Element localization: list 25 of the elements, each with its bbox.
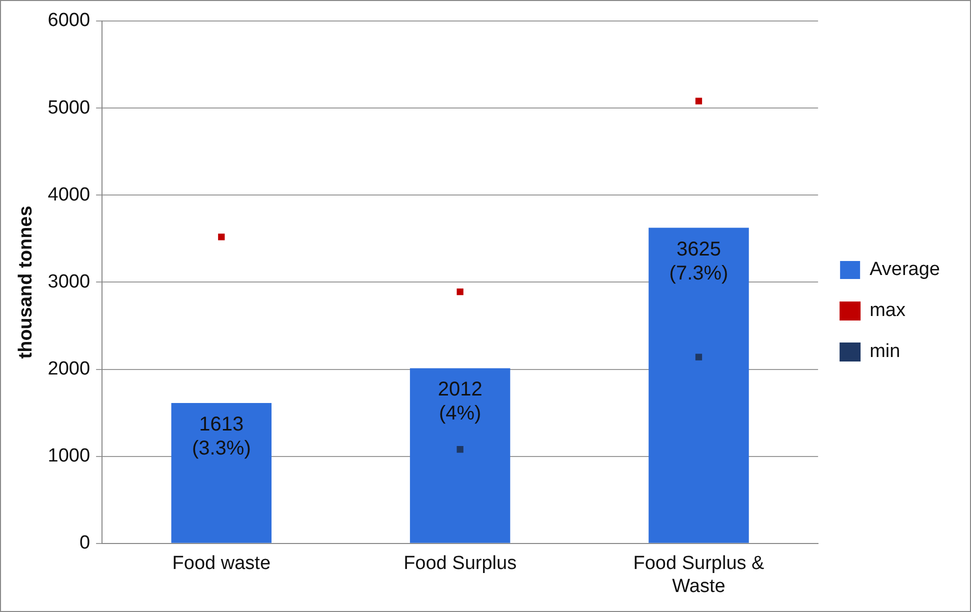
data-label: 1613 (3.3%) xyxy=(192,413,251,460)
data-label: 3625 (7.3%) xyxy=(669,238,728,284)
data-label: 2012 (4%) xyxy=(438,378,482,425)
point xyxy=(456,446,464,453)
y-tick-label: 2000 xyxy=(48,358,90,380)
point xyxy=(695,354,702,360)
x-tick-label: Food waste xyxy=(172,553,271,574)
bar xyxy=(171,402,272,543)
y-tick-label: 6000 xyxy=(48,10,90,32)
point xyxy=(456,288,464,296)
y-tick-label: 0 xyxy=(79,532,90,554)
y-tick-label: 4000 xyxy=(48,184,90,206)
point xyxy=(218,234,225,240)
bar xyxy=(648,228,749,543)
y-tick-label: 5000 xyxy=(48,97,90,118)
legend-label: min xyxy=(870,341,900,362)
legend-label: Average xyxy=(870,259,940,280)
y-axis-title: thousand tonnes xyxy=(16,206,37,359)
y-tick-label: 1000 xyxy=(48,446,90,467)
y-tick-label: 3000 xyxy=(48,271,90,292)
x-tick-label: Food Surplus xyxy=(404,553,517,574)
point xyxy=(695,98,702,104)
legend-label: max xyxy=(870,300,906,322)
x-tick-label: Food Surplus & Waste xyxy=(633,553,765,597)
bar xyxy=(410,368,510,543)
